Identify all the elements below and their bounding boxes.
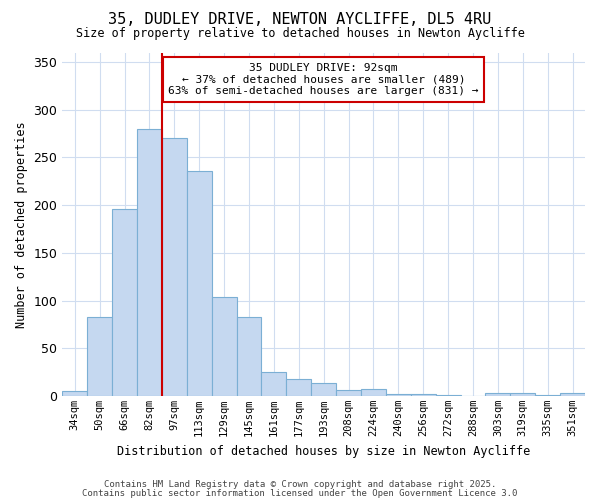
Text: Contains HM Land Registry data © Crown copyright and database right 2025.: Contains HM Land Registry data © Crown c… (104, 480, 496, 489)
Bar (262, 372, 286, 396)
Text: Contains public sector information licensed under the Open Government Licence 3.: Contains public sector information licen… (82, 488, 518, 498)
Bar (137, 129, 162, 396)
Bar (361, 389, 386, 396)
Bar (87, 316, 112, 396)
Text: Size of property relative to detached houses in Newton Aycliffe: Size of property relative to detached ho… (76, 28, 524, 40)
Bar (386, 394, 411, 396)
Bar (336, 390, 361, 396)
Bar (411, 394, 436, 396)
Bar (485, 393, 511, 396)
Y-axis label: Number of detached properties: Number of detached properties (15, 121, 28, 328)
Bar (112, 209, 137, 396)
Bar (212, 296, 236, 396)
Bar (560, 393, 585, 396)
X-axis label: Distribution of detached houses by size in Newton Aycliffe: Distribution of detached houses by size … (117, 444, 530, 458)
Bar (162, 138, 187, 396)
Bar (236, 316, 262, 396)
Bar (62, 391, 87, 396)
Bar (311, 382, 336, 396)
Bar (187, 171, 212, 396)
Text: 35, DUDLEY DRIVE, NEWTON AYCLIFFE, DL5 4RU: 35, DUDLEY DRIVE, NEWTON AYCLIFFE, DL5 4… (109, 12, 491, 28)
Bar (286, 378, 311, 396)
Bar (535, 395, 560, 396)
Bar (511, 393, 535, 396)
Text: 35 DUDLEY DRIVE: 92sqm
← 37% of detached houses are smaller (489)
63% of semi-de: 35 DUDLEY DRIVE: 92sqm ← 37% of detached… (169, 63, 479, 96)
Bar (436, 395, 461, 396)
